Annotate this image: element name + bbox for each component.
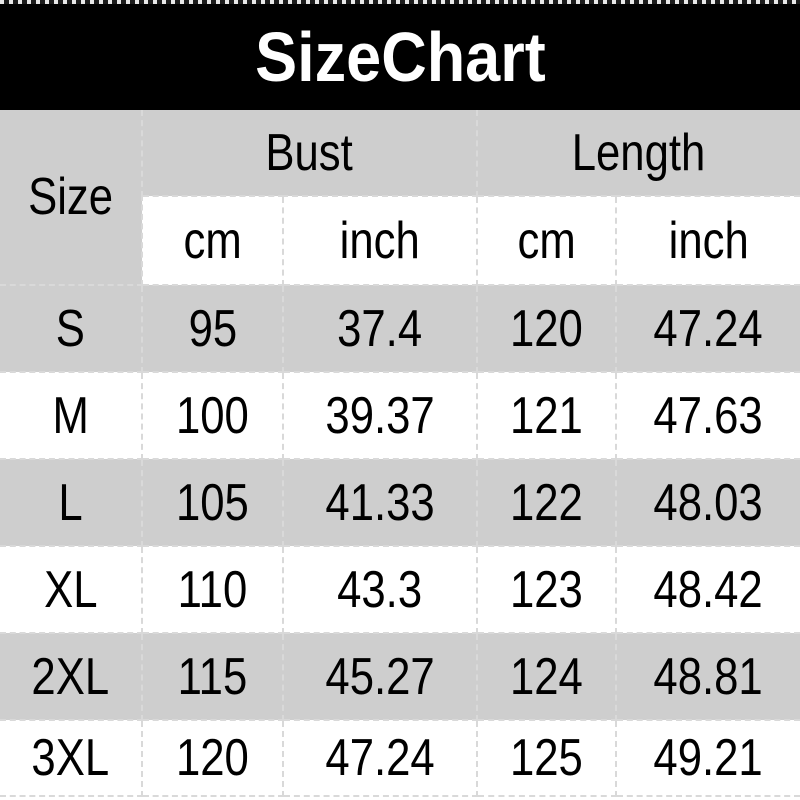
length-inch-cell: 48.81 — [615, 632, 800, 721]
size-cell: XL — [0, 545, 143, 634]
table-row-l: L 105 41.33 122 48.03 — [0, 458, 800, 547]
bust-inch-value: 39.37 — [325, 386, 435, 445]
bust-inch-value: 41.33 — [325, 473, 435, 532]
size-chart-table: Size Bust Length cm inch cm — [0, 110, 800, 797]
bust-inch-cell: 39.37 — [282, 371, 478, 460]
header-unit-row: cm inch cm inch — [0, 195, 800, 286]
table-row-3xl: 3XL 120 47.24 125 49.21 — [0, 719, 800, 797]
bust-inch-value: 47.24 — [325, 729, 435, 787]
size-cell: L — [0, 458, 143, 547]
page-title: SizeChart — [254, 18, 546, 96]
length-cm-cell: 121 — [476, 371, 617, 460]
unit-header-bust-cm: cm — [142, 195, 284, 286]
bust-inch-cell: 47.24 — [282, 719, 478, 797]
length-inch-value: 48.03 — [653, 473, 764, 532]
bust-cm-cell: 105 — [141, 458, 284, 547]
bust-inch-cell: 45.27 — [282, 632, 478, 721]
table-row-2xl: 2XL 115 45.27 124 48.81 — [0, 632, 800, 721]
bust-inch-cell: 43.3 — [282, 545, 478, 634]
bust-cm-value: 120 — [176, 729, 249, 787]
length-inch-value: 49.21 — [653, 729, 764, 787]
length-inch-cell: 47.63 — [615, 371, 800, 460]
length-inch-cell: 49.21 — [615, 719, 800, 797]
length-inch-value: 48.42 — [653, 560, 764, 619]
column-header-size: Size — [0, 110, 143, 286]
size-value: 3XL — [31, 729, 110, 787]
bust-inch-cell: 37.4 — [282, 284, 478, 373]
length-cm-cell: 120 — [476, 284, 617, 373]
bust-cm-value: 115 — [177, 647, 248, 706]
bust-cm-cell: 115 — [141, 632, 284, 721]
length-header-label: Length — [572, 123, 706, 182]
size-value: XL — [43, 560, 98, 619]
length-cm-value: 122 — [510, 473, 583, 532]
bust-cm-value: 110 — [177, 560, 248, 619]
size-value: M — [52, 386, 89, 445]
length-cm-value: 120 — [510, 299, 583, 358]
table-row-s: S 95 37.4 120 47.24 — [0, 284, 800, 373]
table-row-m: M 100 39.37 121 47.63 — [0, 371, 800, 460]
bust-inch-value: 37.4 — [337, 299, 423, 358]
length-cm-cell: 123 — [476, 545, 617, 634]
size-cell: M — [0, 371, 143, 460]
length-inch-cell: 48.42 — [615, 545, 800, 634]
length-inch-value: 47.63 — [653, 386, 764, 445]
length-cm-cell: 124 — [476, 632, 617, 721]
unit-header-bust-inch: inch — [282, 195, 478, 286]
length-inch-cell: 48.03 — [615, 458, 800, 547]
bust-inch-cell: 41.33 — [282, 458, 478, 547]
bust-cm-cell: 110 — [141, 545, 284, 634]
length-cm-value: 121 — [510, 386, 583, 445]
bust-cm-cell: 120 — [141, 719, 284, 797]
length-inch-cell: 47.24 — [615, 284, 800, 373]
length-inch-value: 47.24 — [653, 299, 764, 358]
length-inch-value: 48.81 — [653, 647, 764, 706]
size-value: L — [58, 473, 83, 532]
length-cm-value: 125 — [510, 729, 583, 787]
length-cm-cell: 125 — [476, 719, 617, 797]
unit-label: inch — [339, 211, 421, 270]
unit-label: inch — [668, 211, 749, 270]
size-cell: S — [0, 284, 143, 373]
bust-inch-value: 43.3 — [337, 560, 423, 619]
size-cell: 2XL — [0, 632, 143, 721]
length-cm-value: 124 — [510, 647, 583, 706]
length-cm-value: 123 — [510, 560, 583, 619]
title-bar: SizeChart — [0, 4, 800, 110]
unit-header-length-inch: inch — [615, 195, 800, 286]
bust-cm-cell: 95 — [141, 284, 284, 373]
bust-header-label: Bust — [265, 123, 354, 182]
bust-cm-cell: 100 — [141, 371, 284, 460]
unit-label: cm — [183, 211, 242, 270]
bust-cm-value: 100 — [176, 386, 249, 445]
bust-cm-value: 95 — [188, 299, 237, 358]
column-group-bust: Bust — [141, 110, 478, 197]
header-group-row: Size Bust Length — [0, 110, 800, 286]
length-cm-cell: 122 — [476, 458, 617, 547]
bust-cm-value: 105 — [176, 473, 249, 532]
size-cell: 3XL — [0, 719, 143, 797]
unit-label: cm — [517, 211, 576, 270]
size-value: S — [55, 299, 86, 358]
bust-inch-value: 45.27 — [325, 647, 435, 706]
column-group-length: Length — [476, 110, 800, 197]
size-header-label: Size — [28, 168, 113, 226]
unit-header-length-cm: cm — [476, 195, 617, 286]
size-value: 2XL — [31, 647, 110, 706]
dashed-top-edge — [0, 0, 800, 4]
table-row-xl: XL 110 43.3 123 48.42 — [0, 545, 800, 634]
